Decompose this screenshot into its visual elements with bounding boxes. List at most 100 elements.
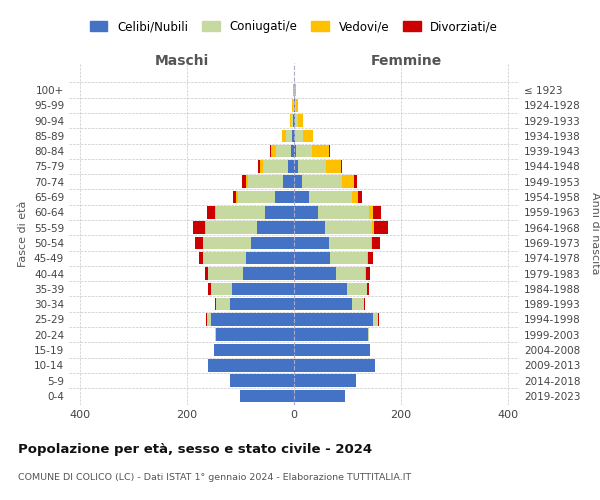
Bar (292, 145, 294, 158)
Bar (296, 99, 298, 112)
Bar (341, 160, 342, 172)
Bar (203, 252, 246, 264)
Bar (296, 145, 312, 158)
Bar (215, 298, 217, 310)
Bar (331, 252, 367, 264)
Bar (294, 344, 370, 356)
Text: COMUNE DI COLICO (LC) - Dati ISTAT 1° gennaio 2024 - Elaborazione TUTTITALIA.IT: COMUNE DI COLICO (LC) - Dati ISTAT 1° ge… (18, 472, 411, 482)
Bar (246, 252, 294, 264)
Bar (217, 206, 265, 218)
Bar (199, 252, 203, 264)
Bar (214, 344, 294, 356)
Bar (369, 206, 373, 218)
Text: Maschi: Maschi (154, 54, 209, 68)
Bar (286, 130, 292, 142)
Bar (295, 99, 296, 112)
Bar (372, 236, 380, 249)
Bar (206, 313, 211, 326)
Bar (294, 390, 345, 402)
Y-axis label: Anni di nascita: Anni di nascita (590, 192, 600, 275)
Bar (263, 160, 287, 172)
Bar (205, 267, 208, 280)
Bar (294, 176, 302, 188)
Bar (211, 313, 294, 326)
Bar (215, 206, 217, 218)
Bar (318, 206, 369, 218)
Bar (217, 298, 230, 310)
Bar (195, 236, 203, 249)
Bar (365, 267, 367, 280)
Bar (215, 328, 217, 341)
Bar (207, 206, 215, 218)
Text: Femmine: Femmine (371, 54, 442, 68)
Bar (354, 176, 357, 188)
Bar (208, 282, 211, 295)
Bar (292, 130, 294, 142)
Bar (242, 176, 247, 188)
Bar (309, 191, 352, 203)
Bar (325, 222, 372, 234)
Bar (342, 176, 354, 188)
Bar (290, 114, 292, 127)
Bar (368, 328, 369, 341)
Bar (372, 222, 374, 234)
Bar (193, 222, 205, 234)
Bar (270, 145, 271, 158)
Bar (295, 84, 296, 96)
Bar (271, 145, 277, 158)
Bar (294, 374, 356, 387)
Bar (294, 206, 318, 218)
Bar (298, 160, 326, 172)
Bar (336, 267, 365, 280)
Bar (358, 191, 362, 203)
Bar (294, 298, 352, 310)
Bar (260, 160, 263, 172)
Bar (374, 222, 388, 234)
Bar (205, 222, 206, 234)
Bar (294, 252, 331, 264)
Bar (292, 114, 293, 127)
Bar (277, 145, 292, 158)
Bar (230, 374, 294, 387)
Bar (282, 130, 286, 142)
Bar (373, 313, 377, 326)
Bar (367, 252, 368, 264)
Bar (367, 267, 370, 280)
Bar (248, 176, 283, 188)
Bar (295, 114, 298, 127)
Bar (294, 282, 347, 295)
Bar (287, 160, 294, 172)
Bar (312, 145, 329, 158)
Bar (247, 176, 248, 188)
Bar (258, 160, 260, 172)
Bar (298, 114, 303, 127)
Bar (251, 236, 294, 249)
Bar (241, 390, 294, 402)
Bar (294, 313, 373, 326)
Bar (294, 160, 298, 172)
Bar (292, 99, 293, 112)
Bar (257, 222, 294, 234)
Bar (373, 206, 381, 218)
Bar (208, 359, 294, 372)
Legend: Celibi/Nubili, Coniugati/e, Vedovi/e, Divorziati/e: Celibi/Nubili, Coniugati/e, Vedovi/e, Di… (85, 16, 503, 38)
Bar (293, 99, 294, 112)
Bar (243, 267, 294, 280)
Bar (294, 236, 329, 249)
Y-axis label: Fasce di età: Fasce di età (19, 200, 28, 267)
Bar (371, 236, 372, 249)
Bar (347, 282, 367, 295)
Bar (329, 236, 371, 249)
Bar (367, 282, 369, 295)
Bar (352, 191, 358, 203)
Text: Popolazione per età, sesso e stato civile - 2024: Popolazione per età, sesso e stato civil… (18, 442, 372, 456)
Bar (206, 222, 257, 234)
Bar (377, 313, 379, 326)
Bar (294, 267, 336, 280)
Bar (294, 359, 376, 372)
Bar (203, 236, 251, 249)
Bar (217, 328, 294, 341)
Bar (294, 222, 325, 234)
Bar (211, 282, 232, 295)
Bar (294, 130, 295, 142)
